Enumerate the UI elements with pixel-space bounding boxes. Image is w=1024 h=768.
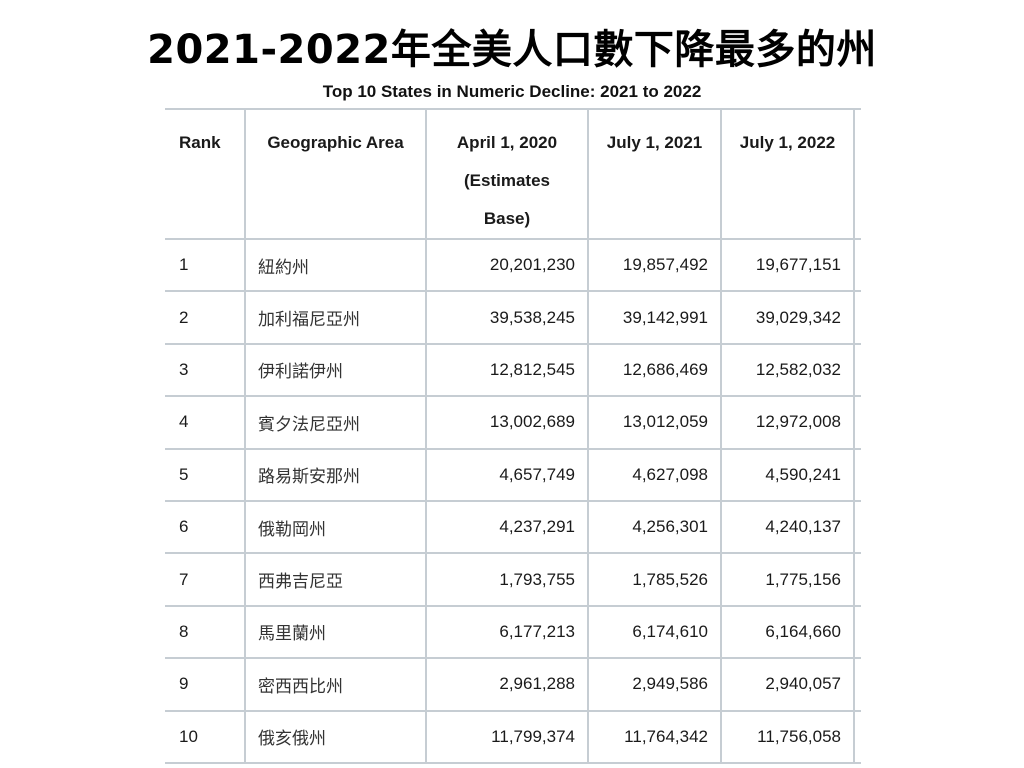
column-header-april-2020: April 1, 2020 (Estimates Base) bbox=[425, 110, 588, 240]
column-header-rank: Rank bbox=[165, 110, 245, 240]
april-2020-cell: 2,961,288 bbox=[425, 658, 588, 712]
rank-cell: 9 bbox=[165, 658, 245, 712]
table-row: 6 俄勒岡州 4,237,291 4,256,301 4,240,137 bbox=[165, 500, 861, 555]
table-row: 8 馬里蘭州 6,177,213 6,174,610 6,164,660 bbox=[165, 605, 861, 660]
page-title: 2021-2022年全美人口數下降最多的州 bbox=[147, 27, 877, 73]
area-cell: 馬里蘭州 bbox=[244, 605, 426, 660]
table-header-row: Rank Geographic Area April 1, 2020 (Esti… bbox=[165, 110, 861, 240]
april-2020-cell: 20,201,230 bbox=[425, 239, 588, 293]
table-subtitle: Top 10 States in Numeric Decline: 2021 t… bbox=[322, 82, 702, 101]
july-2022-cell: 39,029,342 bbox=[720, 291, 854, 345]
area-cell: 加利福尼亞州 bbox=[244, 291, 426, 345]
population-table: Rank Geographic Area April 1, 2020 (Esti… bbox=[165, 110, 861, 764]
area-cell: 賓夕法尼亞州 bbox=[244, 396, 426, 450]
column-header-july-2022: July 1, 2022 bbox=[720, 110, 854, 240]
table-row: 7 西弗吉尼亞 1,793,755 1,785,526 1,775,156 bbox=[165, 553, 861, 607]
table-row: 2 加利福尼亞州 39,538,245 39,142,991 39,029,342 bbox=[165, 291, 861, 345]
rank-cell: 3 bbox=[165, 343, 245, 398]
july-2021-cell: 6,174,610 bbox=[587, 605, 721, 660]
table-row: 10 俄亥俄州 11,799,374 11,764,342 11,756,058 bbox=[165, 710, 861, 764]
table-edge bbox=[853, 110, 861, 240]
table-edge bbox=[853, 239, 861, 293]
july-2021-cell: 12,686,469 bbox=[587, 343, 721, 398]
table-body: 1 紐約州 20,201,230 19,857,492 19,677,151 2 加利福尼亞… bbox=[165, 239, 861, 764]
april-2020-cell: 4,237,291 bbox=[425, 500, 588, 555]
rank-cell: 5 bbox=[165, 448, 245, 502]
july-2022-cell: 4,590,241 bbox=[720, 448, 854, 502]
rank-cell: 4 bbox=[165, 396, 245, 450]
july-2022-cell: 12,972,008 bbox=[720, 396, 854, 450]
table-row: 3 伊利諾伊州 12,812,545 12,686,469 12,582,032 bbox=[165, 343, 861, 398]
table-row: 9 密西西比州 2,961,288 2,949,586 2,940,057 bbox=[165, 658, 861, 712]
rank-cell: 7 bbox=[165, 553, 245, 607]
april-2020-cell: 4,657,749 bbox=[425, 448, 588, 502]
area-cell: 路易斯安那州 bbox=[244, 448, 426, 502]
july-2021-cell: 4,627,098 bbox=[587, 448, 721, 502]
population-table-container: Rank Geographic Area April 1, 2020 (Esti… bbox=[165, 108, 861, 768]
table-row: 4 賓夕法尼亞州 13,002,689 13,012,059 12,972,008 bbox=[165, 396, 861, 450]
table-edge bbox=[853, 605, 861, 660]
rank-cell: 2 bbox=[165, 291, 245, 345]
header-line: April 1, 2020 bbox=[456, 133, 558, 152]
april-2020-cell: 1,793,755 bbox=[425, 553, 588, 607]
july-2021-cell: 1,785,526 bbox=[587, 553, 721, 607]
area-cell: 伊利諾伊州 bbox=[244, 343, 426, 398]
table-edge bbox=[853, 658, 861, 712]
header-line: Base) bbox=[483, 209, 531, 228]
april-2020-cell: 11,799,374 bbox=[425, 710, 588, 764]
july-2021-cell: 4,256,301 bbox=[587, 500, 721, 555]
table-edge bbox=[853, 396, 861, 450]
table-edge bbox=[853, 448, 861, 502]
july-2021-cell: 2,949,586 bbox=[587, 658, 721, 712]
rank-cell: 8 bbox=[165, 605, 245, 660]
area-cell: 紐約州 bbox=[244, 239, 426, 293]
area-cell: 西弗吉尼亞 bbox=[244, 553, 426, 607]
header-line: (Estimates bbox=[464, 171, 550, 190]
table-edge bbox=[853, 500, 861, 555]
area-cell: 俄亥俄州 bbox=[244, 710, 426, 764]
rank-cell: 10 bbox=[165, 710, 245, 764]
table-edge bbox=[853, 291, 861, 345]
july-2022-cell: 2,940,057 bbox=[720, 658, 854, 712]
table-edge bbox=[853, 343, 861, 398]
area-cell: 俄勒岡州 bbox=[244, 500, 426, 555]
table-row: 1 紐約州 20,201,230 19,857,492 19,677,151 bbox=[165, 239, 861, 293]
column-header-july-2021: July 1, 2021 bbox=[587, 110, 721, 240]
table-row: 5 路易斯安那州 4,657,749 4,627,098 4,590,241 bbox=[165, 448, 861, 502]
table-edge bbox=[853, 553, 861, 607]
rank-cell: 6 bbox=[165, 500, 245, 555]
april-2020-cell: 39,538,245 bbox=[425, 291, 588, 345]
july-2021-cell: 11,764,342 bbox=[587, 710, 721, 764]
july-2022-cell: 19,677,151 bbox=[720, 239, 854, 293]
july-2022-cell: 6,164,660 bbox=[720, 605, 854, 660]
july-2022-cell: 11,756,058 bbox=[720, 710, 854, 764]
table-edge bbox=[853, 710, 861, 764]
rank-cell: 1 bbox=[165, 239, 245, 293]
july-2021-cell: 13,012,059 bbox=[587, 396, 721, 450]
april-2020-cell: 6,177,213 bbox=[425, 605, 588, 660]
april-2020-cell: 12,812,545 bbox=[425, 343, 588, 398]
july-2022-cell: 1,775,156 bbox=[720, 553, 854, 607]
area-cell: 密西西比州 bbox=[244, 658, 426, 712]
july-2021-cell: 39,142,991 bbox=[587, 291, 721, 345]
april-2020-cell: 13,002,689 bbox=[425, 396, 588, 450]
july-2021-cell: 19,857,492 bbox=[587, 239, 721, 293]
july-2022-cell: 12,582,032 bbox=[720, 343, 854, 398]
july-2022-cell: 4,240,137 bbox=[720, 500, 854, 555]
column-header-area: Geographic Area bbox=[244, 110, 426, 240]
